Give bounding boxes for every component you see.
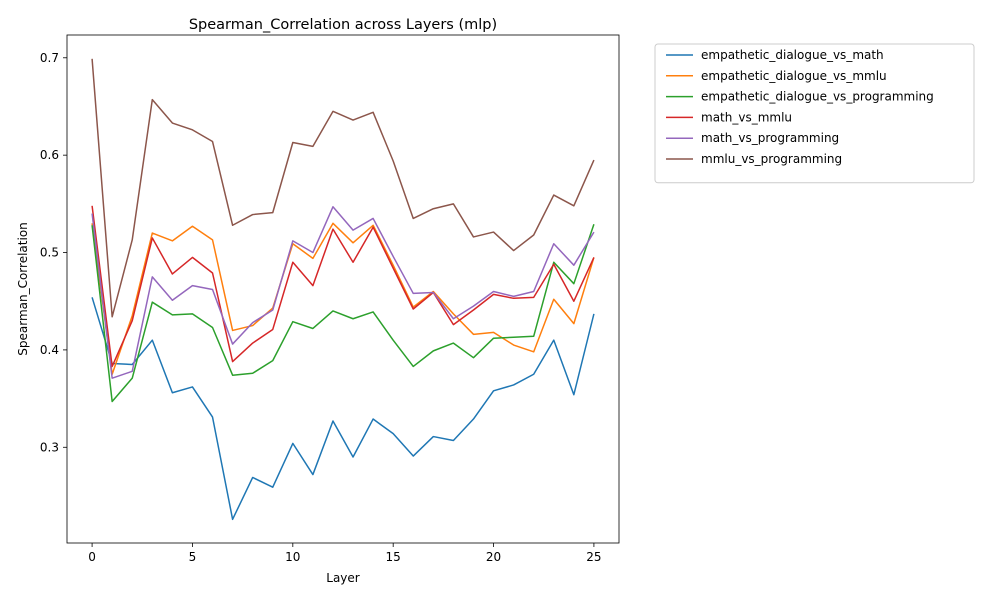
series-line-empathetic-dialogue-vs-programming — [91, 224, 595, 403]
y-tick-label: 0.4 — [40, 343, 59, 357]
x-axis: 0 5 10 15 20 25 — [88, 543, 602, 564]
series-line-math-vs-mmlu — [91, 205, 595, 368]
axes-frame — [66, 34, 620, 544]
x-axis-label: Layer — [326, 571, 360, 585]
x-tick-label: 5 — [189, 550, 197, 564]
x-tick-label: 10 — [285, 550, 300, 564]
y-tick-label: 0.3 — [40, 440, 59, 454]
legend-box — [654, 43, 975, 184]
legend-label: math_vs_programming — [701, 131, 839, 145]
plot-area — [66, 34, 620, 544]
x-tick-label: 15 — [386, 550, 401, 564]
y-tick-label: 0.5 — [40, 246, 59, 260]
x-tick-label: 0 — [88, 550, 96, 564]
x-tick-label: 20 — [486, 550, 501, 564]
legend-label: math_vs_mmlu — [701, 110, 792, 124]
series-line-mmlu-vs-programming — [91, 58, 595, 318]
y-axis: 0.3 0.4 0.5 0.6 0.7 — [40, 51, 67, 454]
x-tick-label: 25 — [586, 550, 601, 564]
legend-label: mmlu_vs_programming — [701, 152, 842, 166]
series-line-empathetic-dialogue-vs-mmlu — [91, 222, 595, 375]
series-line-empathetic-dialogue-vs-math — [91, 297, 595, 521]
y-tick-label: 0.6 — [40, 148, 59, 162]
chart-title: Spearman_Correlation across Layers (mlp) — [189, 17, 497, 33]
legend-label: empathetic_dialogue_vs_math — [701, 48, 884, 62]
y-axis-label: Spearman_Correlation — [16, 222, 30, 356]
legend: empathetic_dialogue_vs_math empathetic_di… — [654, 43, 975, 184]
y-tick-label: 0.7 — [40, 51, 59, 65]
legend-label: empathetic_dialogue_vs_programming — [701, 90, 934, 104]
legend-label: empathetic_dialogue_vs_mmlu — [701, 69, 887, 83]
series-line-math-vs-programming — [91, 206, 595, 379]
